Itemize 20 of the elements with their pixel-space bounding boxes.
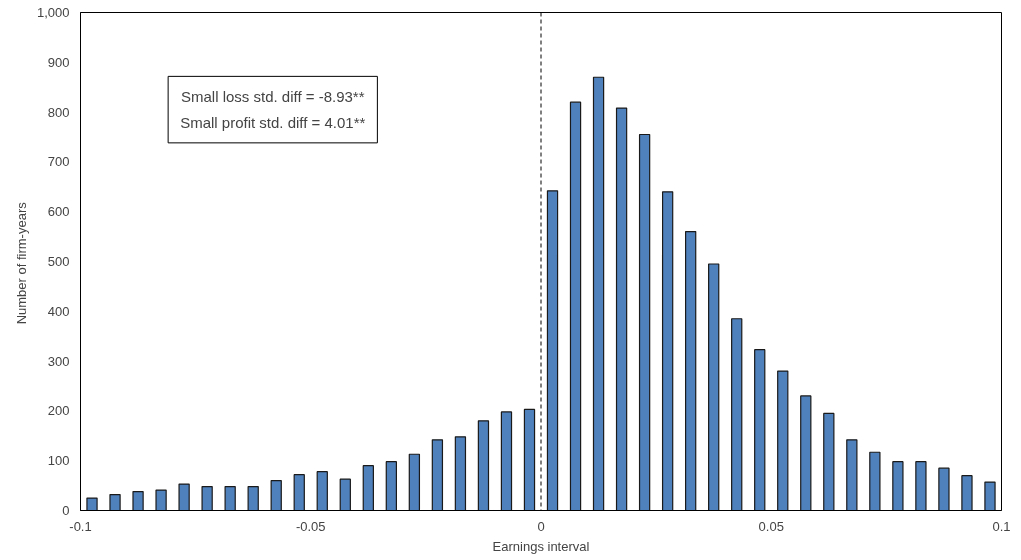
y-tick-label: 400 — [47, 303, 70, 319]
annotation: Small loss std. diff = -8.93** — [180, 88, 365, 106]
y-tick-label: 300 — [47, 353, 70, 369]
x-tick-label: 0 — [537, 518, 545, 534]
x-tick-label: -0.1 — [69, 518, 92, 534]
annotation: Small profit std. diff = 4.01** — [180, 113, 366, 131]
x-tick-label: 0.1 — [992, 518, 1011, 534]
y-tick-label: 200 — [47, 403, 70, 419]
y-tick-label: 0 — [62, 503, 70, 518]
x-tick-label: 0.05 — [758, 518, 784, 534]
y-tick-label: 900 — [47, 54, 70, 70]
x-tick-label: -0.05 — [295, 518, 326, 534]
y-axis-title: Number of firm-years — [13, 201, 29, 325]
y-tick-label: 700 — [47, 154, 70, 170]
y-tick-label: 600 — [47, 204, 70, 220]
y-tick-label: 100 — [47, 453, 70, 469]
y-tick-label: 1,000 — [36, 5, 70, 20]
y-tick-label: 800 — [47, 104, 70, 120]
y-tick-label: 500 — [47, 254, 70, 269]
x-axis-title: Earnings interval — [492, 538, 590, 554]
